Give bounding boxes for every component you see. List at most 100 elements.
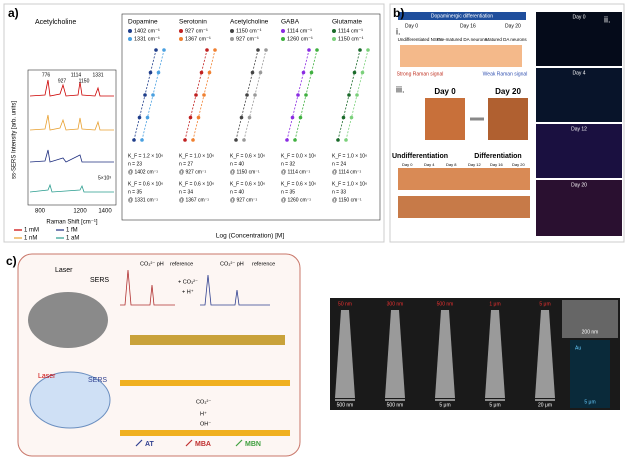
- stat-text: @ 1331 cm⁻¹: [128, 197, 158, 203]
- point: [250, 70, 255, 75]
- culture-plate: [400, 45, 522, 67]
- point: [145, 115, 150, 120]
- point: [191, 138, 195, 142]
- sem-tip: [335, 310, 355, 398]
- point: [341, 115, 346, 120]
- panel-label: b): [393, 6, 404, 20]
- reaction-label: OH⁻: [200, 421, 211, 427]
- reaction-label: CO₃²⁻: [196, 399, 211, 405]
- inset-scale: 200 nm: [582, 329, 599, 335]
- molecule-swatch: [185, 439, 193, 447]
- stat-text: n = 40: [230, 161, 244, 167]
- laser-label: Laser: [55, 267, 73, 274]
- sem-inset: [562, 300, 618, 338]
- stat-text: @ 927 cm⁻¹: [179, 169, 207, 175]
- point: [202, 93, 206, 97]
- day-label: Day 0: [434, 87, 456, 96]
- legend-label: 1 nM: [24, 236, 37, 242]
- tile-day: Day 0: [572, 14, 585, 20]
- stat-text: K_F = 0.6 × 10⁶: [230, 181, 265, 187]
- cell-image: [425, 98, 465, 140]
- stat-text: @ 1260 cm⁻¹: [281, 197, 311, 203]
- stat-text: n = 35: [128, 189, 142, 195]
- molecule-name: Acetylcholine: [35, 19, 76, 26]
- legend-dot: [179, 37, 183, 41]
- eds-map: [570, 340, 610, 408]
- stat-text: K_F = 0.6 × 10⁶: [179, 181, 214, 187]
- stat-text: K_F = 1.0 × 10⁶: [179, 153, 214, 159]
- stat-text: K_F = 0.6 × 10⁶: [128, 181, 163, 187]
- signal-label: Weak Raman signal: [483, 71, 528, 77]
- stat-text: @ 1150 cm⁻¹: [230, 169, 260, 175]
- point: [358, 48, 362, 52]
- mouse: [28, 292, 108, 348]
- molecule-swatch: [235, 439, 243, 447]
- stat-text: K_F = 0.0 × 10⁶: [281, 153, 316, 159]
- legend-dot: [281, 29, 285, 33]
- band-label: 1150 cm⁻¹: [338, 36, 364, 42]
- spectrum: [29, 79, 114, 97]
- band-label: 927 cm⁻¹: [236, 36, 259, 42]
- legend-dot: [128, 29, 132, 33]
- reaction-label: + CO₃²⁻: [178, 279, 198, 285]
- panel-a-frame: [3, 3, 385, 243]
- reaction-label: + H⁺: [182, 288, 194, 295]
- stat-text: n = 40: [230, 189, 244, 195]
- panel-label: c): [6, 254, 17, 268]
- nanoprobe: [130, 335, 285, 345]
- tip-size: 1 μm: [489, 301, 500, 307]
- legend-dot: [281, 37, 285, 41]
- point: [151, 93, 155, 97]
- point: [162, 48, 166, 52]
- strip-day: Day 4: [424, 162, 435, 167]
- point: [264, 48, 268, 52]
- peak-label: 1114: [71, 72, 82, 78]
- point: [347, 93, 351, 97]
- strip-day: Day 0: [402, 162, 413, 167]
- point: [285, 138, 289, 142]
- sem-tip: [385, 310, 405, 398]
- point: [143, 93, 147, 97]
- point: [239, 115, 244, 120]
- fluorescence-tile: [536, 12, 622, 66]
- spectrum-label: CO₃²⁻ pH: [220, 261, 244, 267]
- spectrum: [29, 114, 114, 131]
- scale-label: 5×10³: [98, 175, 111, 181]
- scale-label: 5 μm: [439, 402, 450, 408]
- gold-surface: [120, 380, 290, 386]
- point: [194, 93, 198, 97]
- peak-label: 1150: [79, 78, 90, 84]
- strip-day: Day 20: [512, 162, 525, 167]
- stat-text: n = 27: [179, 161, 193, 167]
- legend-label: 1 mM: [24, 228, 39, 234]
- laser-label: Laser: [38, 373, 56, 380]
- point: [188, 115, 193, 120]
- tip-size: 300 nm: [387, 301, 404, 307]
- point: [304, 93, 308, 97]
- tip-size: 500 nm: [437, 301, 454, 307]
- spectra-axes: [27, 69, 117, 206]
- stat-text: @ 1114 cm⁻¹: [332, 169, 362, 175]
- point: [196, 115, 201, 120]
- point: [290, 115, 295, 120]
- calibration-axes: [121, 13, 381, 221]
- stat-text: n = 33: [332, 189, 346, 195]
- point: [360, 70, 365, 75]
- point: [132, 138, 136, 142]
- point: [307, 48, 311, 52]
- analyte-name: GABA: [281, 19, 300, 26]
- sers-label: SERS: [88, 377, 107, 384]
- point: [154, 48, 158, 52]
- stat-text: @ 927 cm⁻¹: [230, 197, 258, 203]
- band-label: 1402 cm⁻¹: [134, 28, 160, 34]
- band-label: 927 cm⁻¹: [185, 28, 208, 34]
- legend-dot: [332, 37, 336, 41]
- analyte-name: Acetylcholine: [230, 19, 269, 26]
- stat-text: n = 23: [128, 161, 142, 167]
- spectrum-label: reference: [252, 261, 275, 267]
- molecule-swatch: [135, 439, 143, 447]
- strip-images: [398, 196, 530, 218]
- x-axis-label: Log (Concentration) [M]: [216, 233, 284, 240]
- spectrum-label: CO₃²⁻ pH: [140, 261, 164, 267]
